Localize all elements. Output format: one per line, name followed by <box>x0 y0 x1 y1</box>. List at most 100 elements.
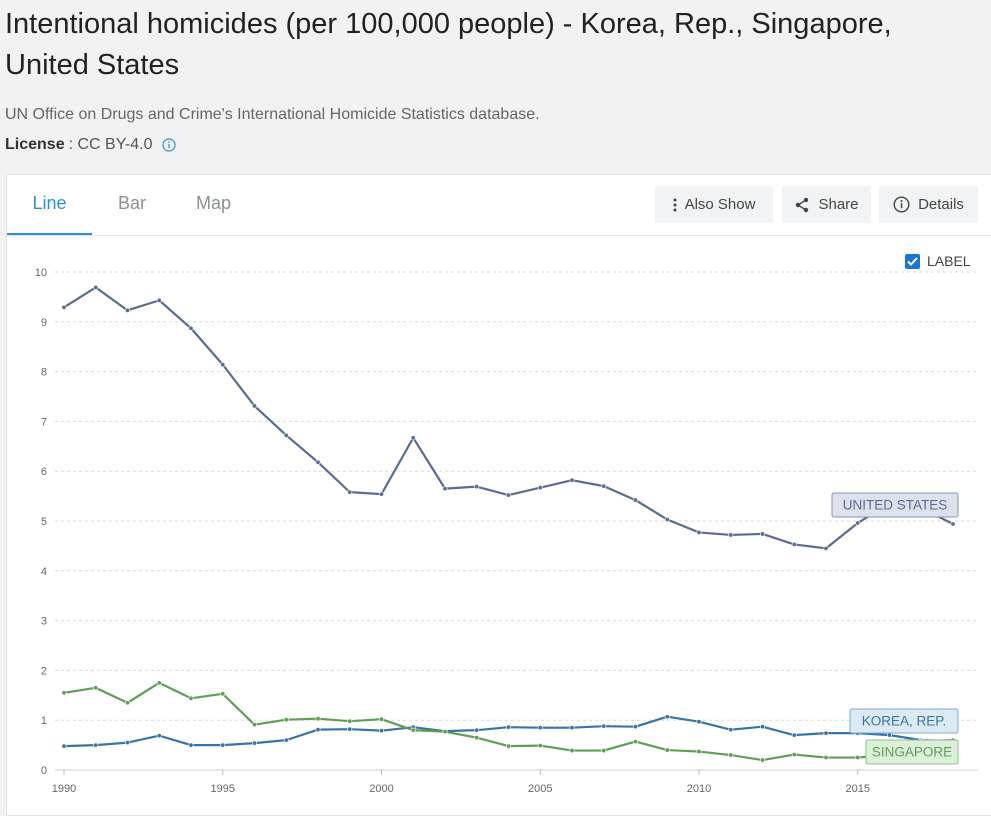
data-point-korea <box>474 727 480 733</box>
data-point-united_states <box>156 297 162 303</box>
data-point-korea <box>886 732 892 738</box>
data-point-united_states <box>728 532 734 538</box>
y-tick-label: 8 <box>41 367 47 379</box>
share-icon <box>796 197 809 212</box>
data-point-united_states <box>537 485 543 491</box>
data-point-singapore <box>283 717 289 723</box>
data-point-united_states <box>823 545 829 551</box>
chart-panel: Line Bar Map Also Show Share Details LAB… <box>6 174 991 816</box>
data-point-singapore <box>601 748 607 754</box>
data-point-korea <box>378 728 384 734</box>
tab-bar[interactable]: Bar <box>117 193 146 213</box>
series-label-united_states: UNITED STATES <box>831 492 959 518</box>
series-label-text: SINGAPORE <box>872 745 952 760</box>
data-point-united_states <box>442 486 448 492</box>
y-tick-label: 1 <box>41 715 47 727</box>
chart-tabs: Line Bar Map Also Show Share Details <box>7 175 991 236</box>
data-point-korea <box>537 725 543 731</box>
data-point-singapore <box>188 695 194 701</box>
data-point-korea <box>61 743 67 749</box>
x-tick-label: 1995 <box>211 783 235 795</box>
series-label-box <box>865 739 959 765</box>
source-text: UN Office on Drugs and Crime's Internati… <box>5 106 540 123</box>
data-point-united_states <box>601 483 607 489</box>
y-tick-label: 0 <box>41 765 47 777</box>
data-point-singapore <box>664 747 670 753</box>
series-label-singapore: SINGAPORE <box>865 739 959 765</box>
x-tick-label: 2005 <box>528 783 552 795</box>
data-point-united_states <box>283 432 289 438</box>
data-point-singapore <box>410 727 416 733</box>
data-point-united_states <box>696 529 702 535</box>
data-point-singapore <box>442 729 448 735</box>
page-title: Intentional homicides (per 100,000 peopl… <box>5 8 892 81</box>
details-label: Details <box>918 196 964 213</box>
data-point-united_states <box>347 489 353 495</box>
data-point-korea <box>347 726 353 732</box>
data-point-singapore <box>855 755 861 761</box>
y-tick-label: 7 <box>41 416 47 428</box>
data-point-korea <box>728 727 734 733</box>
data-point-singapore <box>378 716 384 722</box>
data-point-united_states <box>791 541 797 547</box>
data-point-singapore <box>61 690 67 696</box>
data-point-korea <box>125 740 131 746</box>
series-label-korea: KOREA, REP. <box>849 708 959 734</box>
data-point-united_states <box>664 517 670 523</box>
info-icon[interactable] <box>162 138 177 152</box>
data-point-singapore <box>474 735 480 741</box>
data-point-united_states <box>569 477 575 483</box>
y-tick-label: 9 <box>41 317 47 329</box>
tab-line[interactable]: Line <box>7 175 92 235</box>
data-point-korea <box>188 742 194 748</box>
x-tick-label: 1990 <box>52 783 76 795</box>
data-point-korea <box>220 742 226 748</box>
x-tick-label: 2010 <box>687 783 711 795</box>
data-point-singapore <box>696 749 702 755</box>
data-point-singapore <box>252 722 258 728</box>
label-toggle[interactable]: LABEL <box>905 253 971 269</box>
data-point-korea <box>601 723 607 729</box>
data-point-united_states <box>93 284 99 290</box>
y-tick-label: 4 <box>41 566 47 578</box>
series-line-korea <box>63 715 954 748</box>
share-button[interactable]: Share <box>782 186 871 223</box>
data-point-singapore <box>347 718 353 724</box>
also-show-button[interactable]: Also Show <box>655 186 773 223</box>
license-label: License <box>5 136 65 153</box>
y-tick-label: 5 <box>41 516 47 528</box>
data-point-singapore <box>569 748 575 754</box>
data-point-singapore <box>759 757 765 763</box>
data-point-united_states <box>315 459 321 465</box>
data-point-united_states <box>474 484 480 490</box>
data-point-korea <box>791 732 797 738</box>
data-point-korea <box>696 719 702 725</box>
series-line-united_states <box>63 286 954 550</box>
info-circle-icon <box>893 196 910 213</box>
tab-map[interactable]: Map <box>195 193 231 213</box>
data-point-united_states <box>855 520 861 526</box>
data-point-united_states <box>252 403 258 409</box>
data-point-korea <box>569 725 575 731</box>
details-button[interactable]: Details <box>879 186 978 223</box>
y-tick-label: 6 <box>41 466 47 478</box>
data-point-singapore <box>537 743 543 749</box>
data-point-singapore <box>93 685 99 691</box>
data-point-korea <box>315 727 321 733</box>
data-point-united_states <box>505 492 511 498</box>
data-point-singapore <box>156 680 162 686</box>
label-checkbox[interactable] <box>905 253 920 269</box>
y-tick-label: 3 <box>41 616 47 628</box>
data-point-korea <box>93 742 99 748</box>
share-label: Share <box>818 196 859 213</box>
data-point-singapore <box>632 739 638 745</box>
series-label-box <box>849 708 959 734</box>
more-vertical-icon <box>673 198 677 211</box>
x-tick-label: 2015 <box>846 783 870 795</box>
data-point-united_states <box>125 307 131 313</box>
data-point-singapore <box>505 743 511 749</box>
data-point-singapore <box>125 700 131 706</box>
data-point-singapore <box>791 752 797 758</box>
data-point-korea <box>823 730 829 736</box>
